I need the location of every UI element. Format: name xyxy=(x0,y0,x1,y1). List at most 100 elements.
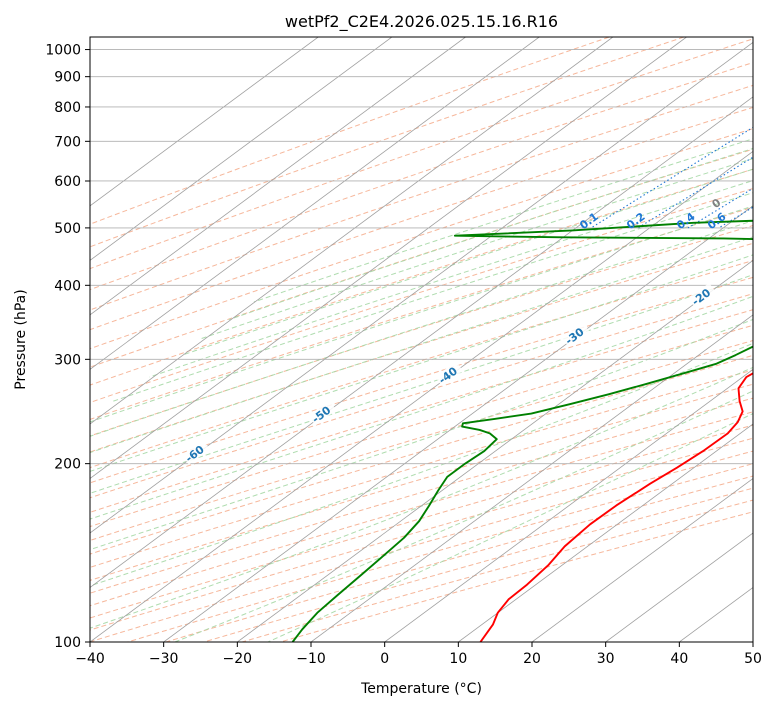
isotherm xyxy=(679,586,753,642)
moist-adiabat xyxy=(90,366,753,629)
dewpoint-line xyxy=(291,219,753,642)
isotherm xyxy=(90,37,319,207)
moist-adiabat xyxy=(90,318,753,551)
y-axis-title: Pressure (hPa) xyxy=(13,289,29,389)
dry-adiabat xyxy=(90,188,753,404)
moist-adiabat xyxy=(200,158,753,340)
isotherm xyxy=(310,314,753,642)
dry-adiabat xyxy=(90,437,753,631)
moist-adiabat xyxy=(90,295,753,520)
isotherm-label-bg xyxy=(308,400,337,426)
dry-adiabat xyxy=(90,225,753,437)
mixing-ratio-label: 0.6 xyxy=(705,210,729,232)
mixing-ratio-line xyxy=(590,126,753,229)
moist-adiabat xyxy=(90,342,753,587)
mixing-ratio-line xyxy=(759,35,775,228)
mixing-ratio-label: 0.2 xyxy=(624,210,647,232)
mixing-ratio-line xyxy=(687,187,753,229)
moist-adiabat xyxy=(90,254,753,472)
y-tick-label: 1000 xyxy=(45,43,81,59)
x-tick-label: 10 xyxy=(449,651,467,667)
mixing-ratio-label: 1 xyxy=(750,214,764,229)
moist-adiabat xyxy=(90,236,753,454)
isotherm xyxy=(531,477,753,642)
y-tick-label: 400 xyxy=(54,278,81,294)
x-tick-label: 0 xyxy=(380,651,389,667)
moist-adiabat xyxy=(90,274,753,494)
x-tick-label: −30 xyxy=(149,651,179,667)
moist-adiabat xyxy=(90,220,753,437)
dry-adiabat xyxy=(90,450,753,642)
y-tick-label: 600 xyxy=(54,174,81,190)
dry-adiabat xyxy=(90,324,753,528)
mixing-ratio-line xyxy=(718,206,753,229)
isotherm-label-bg xyxy=(435,361,464,387)
dry-adiabat xyxy=(90,354,753,555)
dry-adiabat xyxy=(90,206,753,420)
isotherm-label-bg xyxy=(181,439,210,465)
dry-adiabat xyxy=(90,369,753,568)
isotherm-label-bg xyxy=(561,322,590,348)
dry-adiabat xyxy=(125,463,753,642)
dry-adiabat xyxy=(90,276,753,484)
temperature-line xyxy=(479,372,753,642)
isotherm xyxy=(237,259,753,642)
isotherm-label-bg xyxy=(688,282,717,309)
isotherm xyxy=(458,423,753,642)
x-tick-label: −40 xyxy=(75,651,105,667)
x-tick-label: 30 xyxy=(597,651,615,667)
isotherm xyxy=(752,641,753,642)
line-labels: -100-90-80-70-60-50-40-30-20-100.10.20.4… xyxy=(55,196,764,504)
dry-adiabat xyxy=(90,340,753,541)
isotherm xyxy=(90,37,614,425)
dry-adiabat xyxy=(90,38,753,270)
moist-adiabat xyxy=(90,205,753,423)
isotherm xyxy=(90,37,687,479)
moist-adiabat xyxy=(228,147,753,321)
x-tick-label: 20 xyxy=(523,651,541,667)
dry-adiabat xyxy=(90,148,753,368)
dry-adiabat xyxy=(90,293,753,499)
dry-adiabat xyxy=(90,411,753,607)
y-tick-label: 200 xyxy=(54,457,81,473)
isotherm xyxy=(90,37,393,261)
dry-adiabat xyxy=(90,168,753,386)
y-tick-label: 800 xyxy=(54,100,81,116)
isotherm xyxy=(90,37,466,316)
dry-adiabat xyxy=(90,128,753,350)
y-tick-label: 500 xyxy=(54,221,81,237)
dry-adiabat xyxy=(90,383,753,581)
y-tick-label: 900 xyxy=(54,70,81,86)
axes: −40 −30 −20 −10 0 10 20 30 40 50 100 200 300 400 500 60… xyxy=(45,43,762,667)
isotherm xyxy=(90,150,753,642)
dry-adiabat xyxy=(90,106,753,331)
isotherm xyxy=(90,96,753,588)
isotherm xyxy=(90,37,540,370)
isotherm-label: -70 xyxy=(56,482,80,504)
x-axis-title: Temperature (°C) xyxy=(360,681,482,697)
x-tick-label: −20 xyxy=(223,651,253,667)
isotherm xyxy=(384,368,753,642)
chart-title: wetPf2_C2E4.2026.025.15.16.R16 xyxy=(285,12,558,32)
dry-adiabat xyxy=(90,309,753,513)
dry-adiabat xyxy=(90,424,753,619)
moist-adiabat xyxy=(149,179,753,378)
mixing-ratio-line xyxy=(637,156,753,229)
background-lines xyxy=(90,35,775,642)
moist-adiabat xyxy=(267,412,753,642)
y-tick-label: 300 xyxy=(54,352,81,368)
isotherm xyxy=(163,205,753,642)
dry-adiabat xyxy=(90,397,753,594)
plot-frame xyxy=(89,36,754,643)
isotherm xyxy=(90,41,753,534)
x-tick-label: 50 xyxy=(744,651,762,667)
x-tick-label: −10 xyxy=(296,651,326,667)
moist-adiabat xyxy=(253,138,753,303)
profile-lines xyxy=(291,219,753,642)
isotherm-label-bg xyxy=(55,479,83,504)
y-tick-label: 100 xyxy=(54,635,81,651)
isotherm xyxy=(605,532,753,642)
dry-adiabat xyxy=(90,260,753,469)
x-tick-label: 40 xyxy=(670,651,688,667)
